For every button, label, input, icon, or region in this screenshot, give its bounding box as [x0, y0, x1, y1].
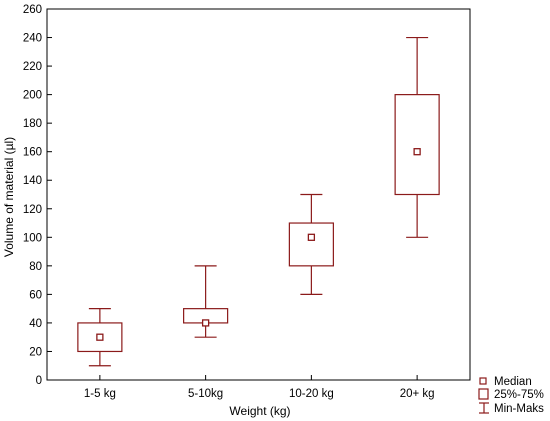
median-marker [413, 148, 421, 156]
x-tick-label: 10-20 kg [289, 388, 334, 400]
box-group [77, 308, 123, 367]
legend-box-label: 25%-75% [494, 389, 544, 401]
y-tick-label: 0 [36, 375, 42, 387]
iqr-box [77, 322, 123, 353]
box-group [183, 265, 229, 338]
y-tick-label: 40 [29, 318, 42, 330]
y-tick-label: 80 [29, 261, 42, 273]
x-tick-label: 20+ kg [400, 388, 435, 400]
legend-box-marker [478, 388, 489, 400]
median-marker [96, 333, 104, 341]
y-tick-label: 120 [23, 204, 42, 216]
y-tick-label: 140 [23, 175, 42, 187]
y-axis-ticks: 0 20 40 60 80 100 120 140 160 180 200 220 240 260 [23, 4, 52, 387]
y-tick-label: 220 [23, 61, 42, 73]
median-marker [201, 319, 210, 327]
y-tick-label: 260 [23, 4, 42, 16]
box-group [394, 36, 440, 238]
legend-median-label: Median [494, 376, 532, 388]
legend-median-entry: Median [479, 376, 532, 388]
y-tick-label: 60 [29, 289, 42, 301]
x-tick-label: 5-10kg [188, 388, 223, 400]
y-axis-label: Volume of material (µl) [2, 137, 16, 257]
legend-whisker-entry: Min-Maks [479, 402, 544, 415]
iqr-box [288, 222, 334, 267]
iqr-box [394, 94, 440, 196]
x-axis-ticks: 1-5 kg 5-10kg 10-20 kg 20+ kg [84, 375, 435, 400]
legend-box-entry: 25%-75% [478, 388, 544, 401]
x-axis-label: Weight (kg) [229, 404, 290, 418]
y-tick-label: 180 [23, 118, 42, 130]
box-series [77, 36, 440, 367]
y-tick-label: 200 [23, 90, 42, 102]
legend-median-marker [479, 377, 487, 385]
y-tick-label: 100 [23, 232, 42, 244]
y-tick-label: 240 [23, 33, 42, 45]
legend-whisker-label: Min-Maks [494, 403, 544, 415]
box-group [288, 193, 334, 295]
legend: Median 25%-75% Min-Maks [478, 376, 544, 415]
median-marker [307, 233, 316, 241]
y-tick-label: 20 [29, 346, 42, 358]
y-tick-label: 160 [23, 147, 42, 159]
x-tick-label: 1-5 kg [84, 388, 116, 400]
plot-frame [46, 8, 471, 381]
